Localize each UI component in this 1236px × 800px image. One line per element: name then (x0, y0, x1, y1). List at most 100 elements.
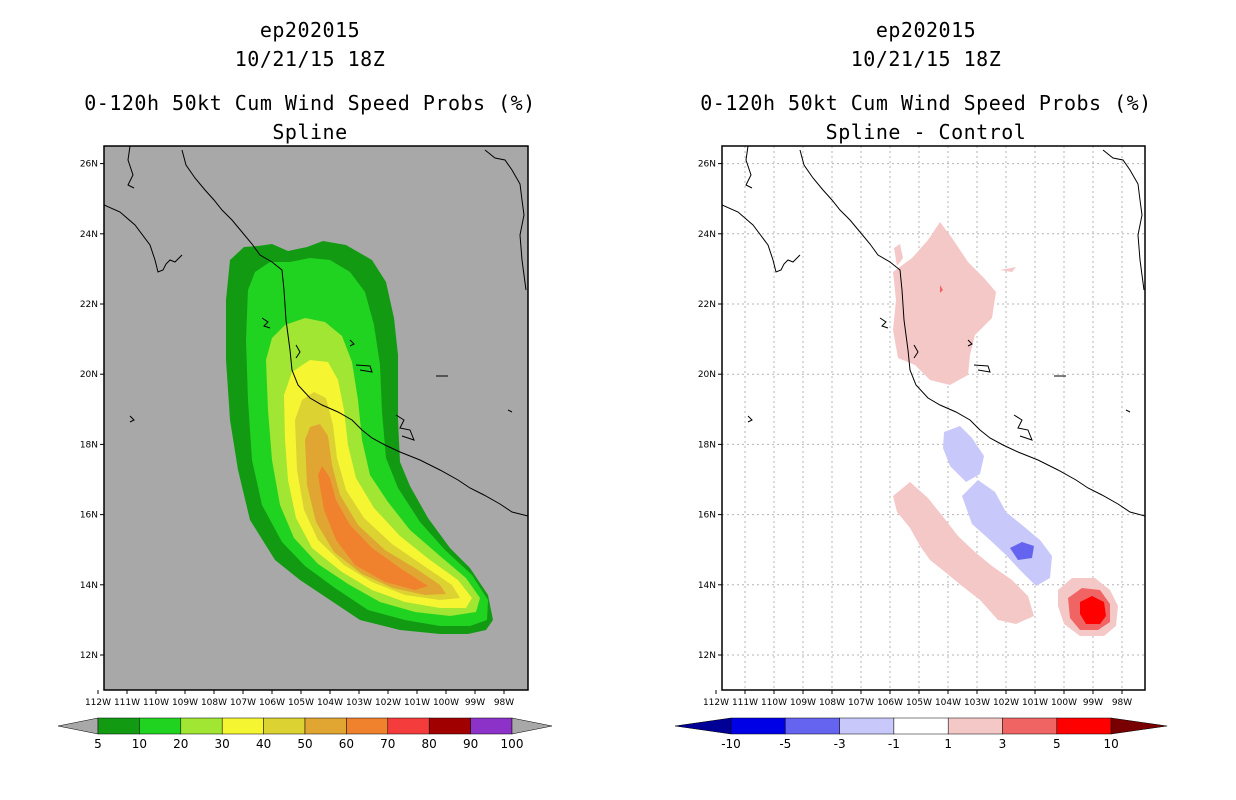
x-tick-label: 99W (465, 698, 485, 708)
colorbar-swatch (839, 717, 895, 735)
x-tick-label: 100W (1051, 698, 1077, 708)
x-tick-label: 103W (964, 698, 990, 708)
colorbar-label: 5 (1053, 737, 1061, 751)
right-coastlines (722, 146, 1145, 517)
left-subtitle: Spline (272, 120, 348, 144)
diff-negative-1-upper (943, 426, 984, 482)
left-map-frame (103, 145, 529, 691)
x-tick-label: 103W (346, 698, 372, 708)
x-tick-label: 106W (877, 698, 903, 708)
y-tick-label: 26N (80, 160, 98, 170)
x-tick-label: 110W (761, 698, 787, 708)
colorbar-swatch (947, 717, 1003, 735)
x-tick-label: 105W (906, 698, 932, 708)
colorbar-swatch (139, 717, 182, 735)
colorbar-swatch (346, 717, 389, 735)
y-tick-label: 14N (698, 581, 716, 591)
x-tick-label: 108W (201, 698, 227, 708)
colorbar-label: 100 (501, 737, 524, 751)
colorbar-high-end (1110, 717, 1168, 735)
colorbar-label: 5 (94, 737, 102, 751)
y-tick-label: 14N (80, 581, 98, 591)
x-tick-label: 110W (143, 698, 169, 708)
colorbar-label: 3 (999, 737, 1007, 751)
colorbar-swatch (893, 717, 949, 735)
colorbar-swatch (428, 717, 471, 735)
diff-positive-1-islet (894, 244, 903, 266)
x-tick-label: 105W (288, 698, 314, 708)
y-tick-label: 12N (80, 651, 98, 661)
diff-positive-5-southeast (1080, 596, 1106, 624)
x-tick-label: 112W (85, 698, 111, 708)
x-tick-label: 102W (375, 698, 401, 708)
colorbar-swatch (221, 717, 264, 735)
x-tick-label: 98W (494, 698, 514, 708)
x-tick-label: 111W (114, 698, 140, 708)
colorbar-label: -3 (834, 737, 846, 751)
colorbar-label: 20 (173, 737, 188, 751)
y-tick-label: 20N (698, 370, 716, 380)
y-tick-label: 24N (80, 230, 98, 240)
x-tick-label: 108W (819, 698, 845, 708)
colorbar-label: -10 (721, 737, 741, 751)
colorbar-label: 80 (422, 737, 437, 751)
colorbar-swatch (1002, 717, 1058, 735)
y-tick-label: 22N (80, 300, 98, 310)
x-tick-label: 102W (993, 698, 1019, 708)
colorbar-label: 50 (297, 737, 312, 751)
diff-negative-1-lower (962, 480, 1052, 586)
colorbar-low-end (57, 717, 99, 735)
x-tick-label: 98W (1112, 698, 1132, 708)
x-tick-label: 101W (1022, 698, 1048, 708)
colorbar-label: 40 (256, 737, 271, 751)
colorbar-label: 70 (380, 737, 395, 751)
y-tick-label: 18N (698, 440, 716, 450)
colorbar-swatch (97, 717, 140, 735)
x-tick-label: 107W (230, 698, 256, 708)
x-tick-label: 99W (1083, 698, 1103, 708)
right-storm-id: ep202015 (875, 18, 977, 42)
y-tick-label: 16N (698, 511, 716, 521)
left-product-title: 0-120h 50kt Cum Wind Speed Probs (%) (84, 91, 536, 115)
left-axis-ticks: 112W 111W 110W 109W 108W 107W 106W 105W 104W 103W… (80, 160, 514, 708)
colorbar-swatch (263, 717, 306, 735)
diff-negative-3 (1010, 542, 1034, 560)
left-map-panel: 112W 111W 110W 109W 108W 107W 106W 105W 104W 103W… (57, 145, 553, 751)
colorbar-label: -5 (779, 737, 791, 751)
diff-positive-1-north (893, 222, 996, 385)
right-colorbar: -10 -5 -3 -1 1 3 5 10 (674, 717, 1168, 751)
x-tick-label: 104W (317, 698, 343, 708)
colorbar-label: -1 (888, 737, 900, 751)
x-tick-label: 109W (172, 698, 198, 708)
left-probability-contours (226, 241, 493, 634)
x-tick-label: 100W (433, 698, 459, 708)
left-colorbar: 5 10 20 30 40 50 60 70 80 90 100 (57, 717, 553, 751)
right-map-frame (721, 145, 1146, 691)
right-product-title: 0-120h 50kt Cum Wind Speed Probs (%) (700, 91, 1152, 115)
y-tick-label: 20N (80, 370, 98, 380)
y-tick-label: 22N (698, 300, 716, 310)
x-tick-label: 106W (259, 698, 285, 708)
contour-50 (305, 424, 446, 595)
x-tick-label: 112W (703, 698, 729, 708)
colorbar-swatch (304, 717, 347, 735)
diff-positive-1-band (893, 482, 1034, 624)
colorbar-swatch (785, 717, 840, 735)
left-coastlines (104, 146, 528, 517)
diff-positive-1-islet-east (1000, 267, 1016, 272)
colorbar-label: 1 (944, 737, 952, 751)
contour-60 (318, 466, 428, 590)
y-tick-label: 24N (698, 230, 716, 240)
colorbar-high-end (511, 717, 553, 735)
x-tick-label: 104W (935, 698, 961, 708)
left-storm-id: ep202015 (259, 18, 361, 42)
colorbar-low-end (674, 717, 732, 735)
colorbar-label: 10 (1103, 737, 1118, 751)
y-tick-label: 26N (698, 160, 716, 170)
left-datetime: 10/21/15 18Z (234, 47, 386, 71)
right-subtitle: Spline - Control (825, 120, 1027, 144)
y-tick-label: 18N (80, 440, 98, 450)
y-tick-label: 16N (80, 511, 98, 521)
right-axis-ticks: 112W 111W 110W 109W 108W 107W 106W 105W 104W 103W… (698, 160, 1132, 708)
x-tick-label: 107W (848, 698, 874, 708)
